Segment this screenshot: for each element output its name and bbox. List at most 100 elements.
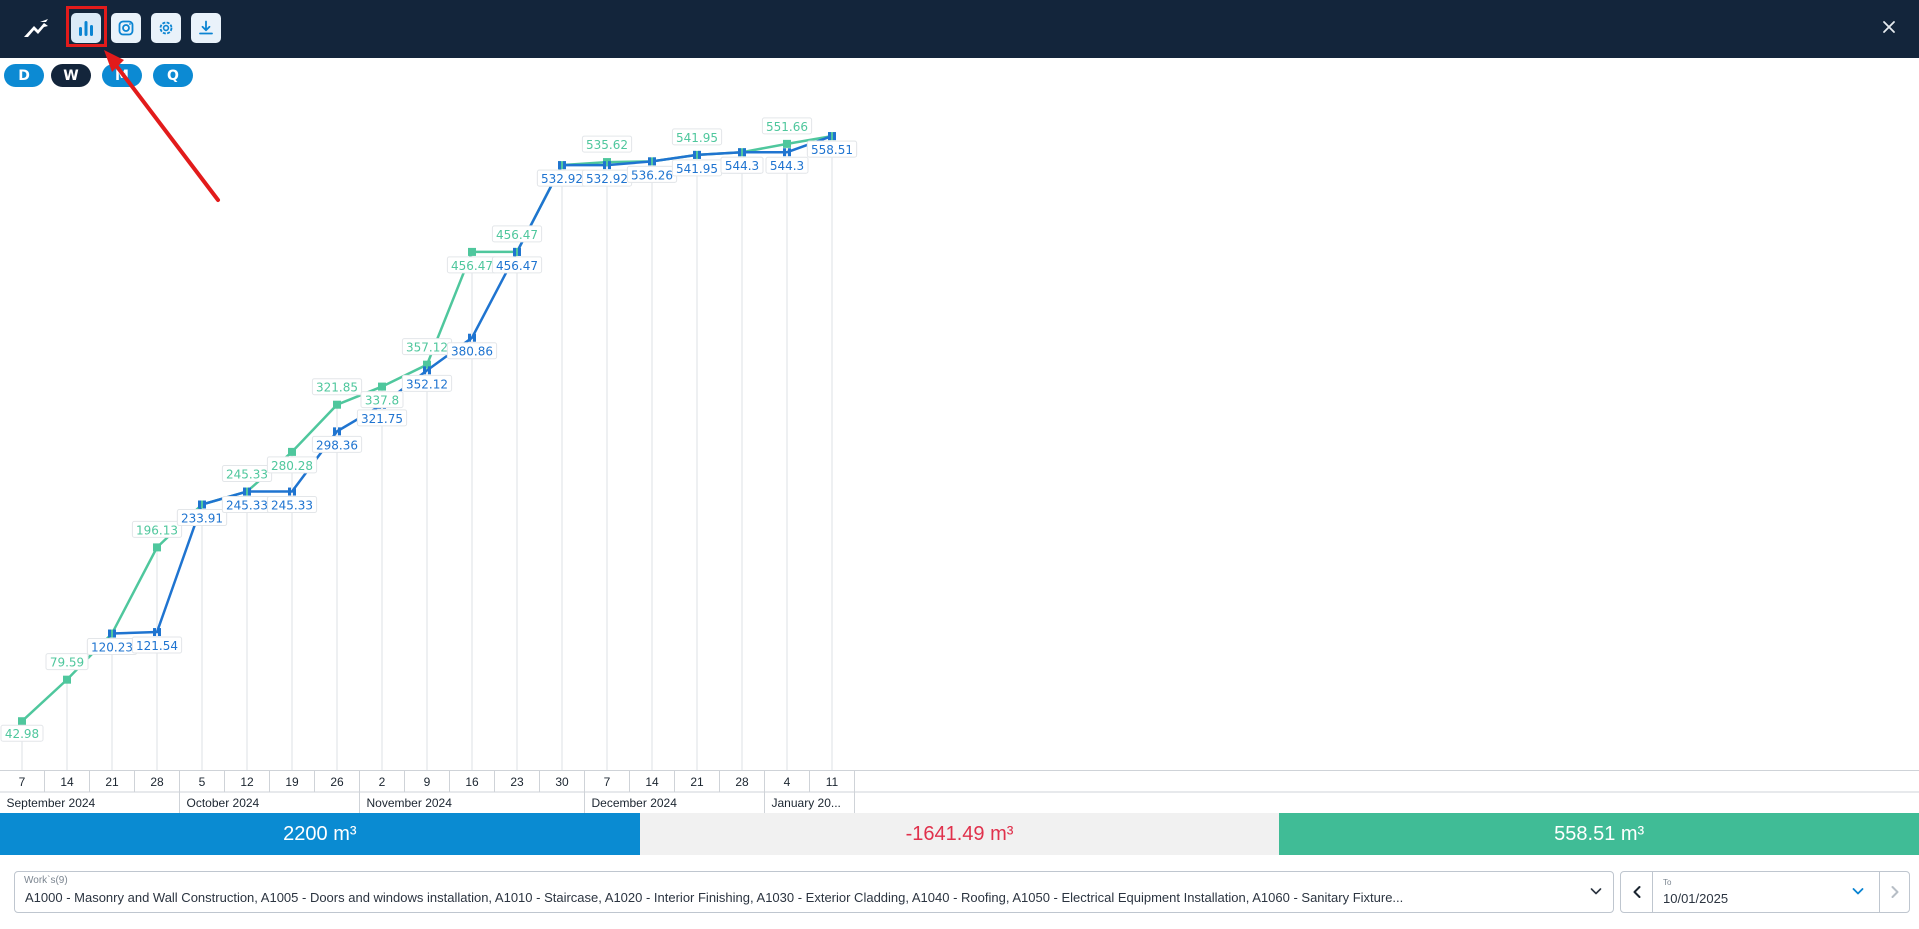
data-label: 532.92 xyxy=(581,169,633,187)
date-picker-value[interactable]: 10/01/2025 xyxy=(1663,891,1729,906)
data-point[interactable] xyxy=(563,161,566,170)
data-label-text: 196.13 xyxy=(136,523,178,537)
data-label-box xyxy=(360,391,404,409)
data-point[interactable] xyxy=(513,247,521,256)
settings-button[interactable] xyxy=(151,13,181,43)
data-point[interactable] xyxy=(288,487,291,496)
data-point[interactable] xyxy=(738,148,741,157)
data-label: 541.95 xyxy=(671,159,723,177)
data-point[interactable] xyxy=(558,161,561,170)
data-point[interactable] xyxy=(833,132,836,141)
data-point[interactable] xyxy=(153,628,156,637)
data-point[interactable] xyxy=(153,543,161,552)
data-point[interactable] xyxy=(203,500,206,509)
data-point[interactable] xyxy=(783,139,791,148)
data-point[interactable] xyxy=(518,247,521,256)
data-point[interactable] xyxy=(288,447,296,456)
data-point[interactable] xyxy=(378,382,386,391)
data-point[interactable] xyxy=(743,148,746,157)
data-label: 380.86 xyxy=(446,342,498,360)
data-point[interactable] xyxy=(738,148,746,157)
data-label-text: 280.28 xyxy=(271,459,313,473)
tick-label: 23 xyxy=(510,775,524,789)
data-point[interactable] xyxy=(333,400,341,409)
tick-label: 16 xyxy=(465,775,479,789)
close-button[interactable] xyxy=(1877,15,1901,39)
tick-label: 7 xyxy=(604,775,611,789)
data-label-text: 233.91 xyxy=(181,512,223,526)
data-point[interactable] xyxy=(828,132,831,141)
works-select[interactable]: Work`s(9) A1000 - Masonry and Wall Const… xyxy=(14,871,1614,913)
chevron-down-icon[interactable] xyxy=(1851,884,1865,898)
data-label: 541.95 xyxy=(671,128,723,146)
data-point[interactable] xyxy=(333,427,336,436)
data-point[interactable] xyxy=(248,487,251,496)
data-label: 121.54 xyxy=(131,636,183,654)
instagram-button[interactable] xyxy=(111,13,141,43)
top-bar xyxy=(0,0,1919,58)
data-point[interactable] xyxy=(158,628,161,637)
data-point[interactable] xyxy=(828,132,836,141)
data-label: 233.91 xyxy=(176,509,228,527)
data-point[interactable] xyxy=(603,158,611,167)
data-point[interactable] xyxy=(18,717,26,726)
period-quarter-pill[interactable]: Q xyxy=(153,64,193,87)
data-point[interactable] xyxy=(693,150,696,159)
data-point[interactable] xyxy=(693,150,701,159)
target-total: 2200 m³ xyxy=(0,813,640,855)
previous-date-button[interactable] xyxy=(1621,872,1653,912)
highlight-box xyxy=(66,6,107,47)
data-point[interactable] xyxy=(603,161,606,170)
data-point[interactable] xyxy=(243,487,251,496)
completed-total: 558.51 m³ xyxy=(1279,813,1919,855)
period-week-pill[interactable]: W xyxy=(51,64,91,87)
next-date-button[interactable] xyxy=(1879,872,1909,912)
data-point[interactable] xyxy=(648,157,656,166)
data-point[interactable] xyxy=(783,148,786,157)
data-label-text: 544.3 xyxy=(770,159,804,173)
logo-icon xyxy=(24,19,48,37)
download-icon xyxy=(199,20,213,35)
data-point[interactable] xyxy=(198,500,201,509)
tick-label: 19 xyxy=(285,775,299,789)
data-label-text: 535.62 xyxy=(586,138,628,152)
data-point[interactable] xyxy=(513,247,516,256)
data-point[interactable] xyxy=(338,427,341,436)
data-point[interactable] xyxy=(788,148,791,157)
data-label-box xyxy=(446,342,498,360)
data-point[interactable] xyxy=(468,333,471,342)
data-point[interactable] xyxy=(63,675,71,684)
month-label: December 2024 xyxy=(592,796,678,810)
data-label: 551.66 xyxy=(761,117,813,135)
data-label-text: 245.33 xyxy=(226,468,268,482)
data-point[interactable] xyxy=(653,157,656,166)
data-point[interactable] xyxy=(243,487,246,496)
data-point[interactable] xyxy=(428,366,431,375)
data-point[interactable] xyxy=(293,487,296,496)
data-label-box xyxy=(311,378,363,396)
period-day-pill[interactable]: D xyxy=(4,64,44,87)
data-label: 79.59 xyxy=(45,653,89,671)
data-point[interactable] xyxy=(608,161,611,170)
data-point[interactable] xyxy=(648,157,651,166)
data-label: 456.47 xyxy=(446,256,498,274)
data-label-text: 121.54 xyxy=(136,639,178,653)
data-point[interactable] xyxy=(108,629,111,638)
data-label-box xyxy=(176,509,228,527)
data-point[interactable] xyxy=(468,247,476,256)
download-button[interactable] xyxy=(191,13,221,43)
data-point[interactable] xyxy=(698,150,701,159)
data-point[interactable] xyxy=(113,629,116,638)
chart-button[interactable] xyxy=(71,13,101,43)
data-point[interactable] xyxy=(423,360,431,369)
chevron-left-icon xyxy=(1633,886,1640,898)
data-point[interactable] xyxy=(198,500,206,509)
data-point[interactable] xyxy=(108,629,116,638)
data-label-box xyxy=(356,409,408,427)
data-label-box xyxy=(806,140,858,158)
data-point[interactable] xyxy=(473,333,476,342)
tick-label: 12 xyxy=(240,775,254,789)
data-label-text: 541.95 xyxy=(676,131,718,145)
data-point[interactable] xyxy=(558,161,566,170)
data-point[interactable] xyxy=(423,366,426,375)
